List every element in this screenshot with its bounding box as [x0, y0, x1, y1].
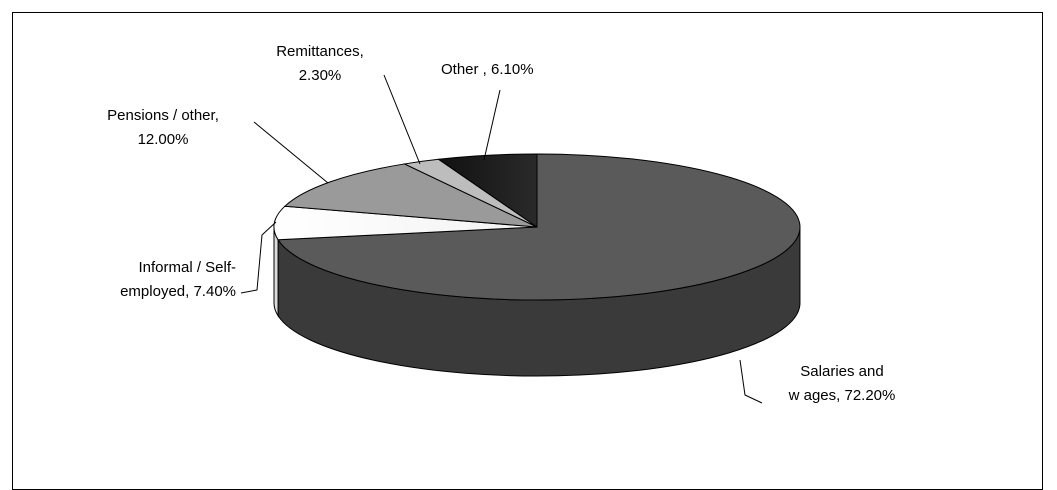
slice-label-line: Salaries and	[800, 363, 883, 380]
leader-line-0	[739, 359, 763, 404]
slice-label-line: w ages, 72.20%	[788, 387, 896, 404]
pie-labels: Salaries and w ages, 72.20% Informal / Sel…	[107, 43, 895, 404]
slice-label-line: 12.00%	[138, 131, 189, 148]
slice-label-line: 2.30%	[299, 67, 342, 84]
slice-label-line: employed, 7.40%	[120, 283, 236, 300]
leader-line-4	[483, 89, 501, 161]
slice-label-line: Other , 6.10%	[441, 61, 534, 78]
leader-line-2	[253, 121, 329, 184]
pie-slice-salaries-and-wages	[277, 153, 801, 301]
leader-line-1	[240, 221, 277, 294]
slice-label-line: Informal / Self-	[138, 259, 236, 276]
slice-label-4: Other , 6.10%	[441, 61, 534, 78]
pie-slice-other	[437, 153, 538, 228]
pie-top	[273, 153, 801, 301]
slice-label-line: Pensions / other,	[107, 107, 219, 124]
leader-line-3	[383, 74, 421, 165]
slice-label-2: Pensions / other, 12.00%	[107, 107, 219, 148]
slice-label-line: Remittances,	[276, 43, 364, 60]
pie-slice-pensions-other	[283, 163, 538, 228]
pie-side-1	[273, 227, 279, 318]
slice-label-3: Remittances, 2.30%	[276, 43, 364, 84]
slice-label-0: Salaries and w ages, 72.20%	[788, 363, 896, 404]
slice-label-1: Informal / Self-employed, 7.40%	[120, 259, 236, 300]
